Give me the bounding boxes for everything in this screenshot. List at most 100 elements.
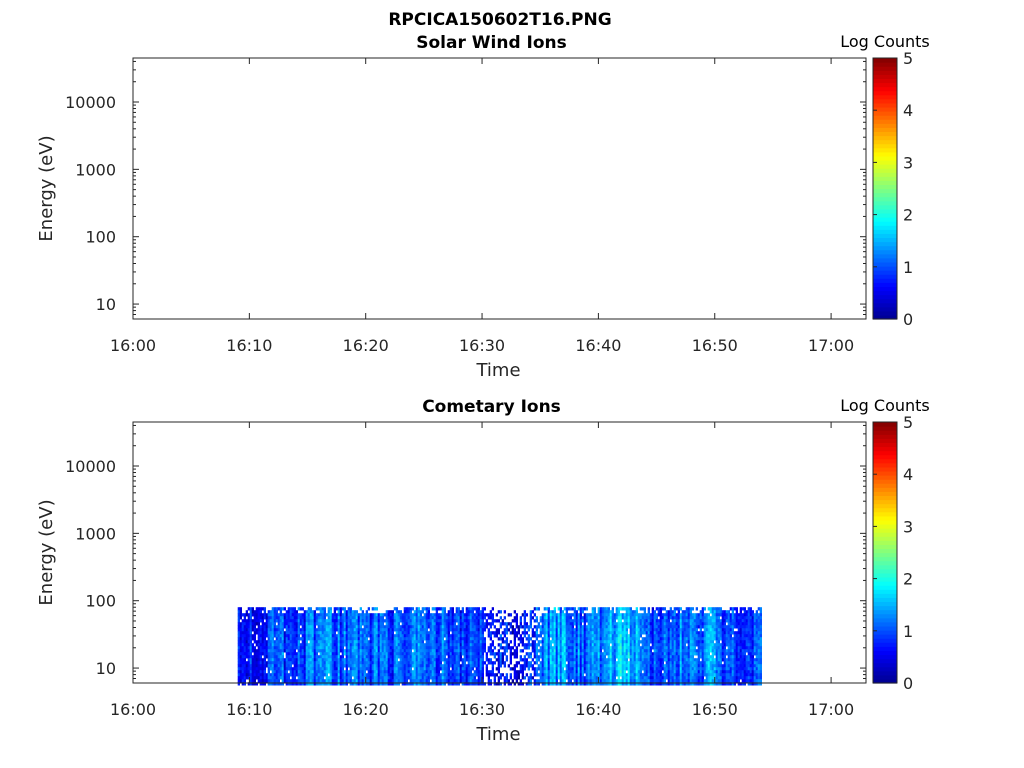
heatmap-cell — [429, 676, 432, 680]
heatmap-cell — [441, 628, 444, 632]
heatmap-cell — [369, 676, 372, 680]
heatmap-cell — [563, 622, 566, 626]
heatmap-cell — [417, 676, 420, 680]
heatmap-cell — [575, 682, 578, 686]
heatmap-cell — [411, 622, 414, 626]
heatmap-cell — [457, 664, 460, 668]
heatmap-cell — [371, 607, 374, 611]
heatmap-cell — [393, 658, 396, 662]
heatmap-cell — [407, 637, 410, 641]
heatmap-cell — [541, 676, 544, 680]
heatmap-cell — [443, 607, 446, 611]
heatmap-cell — [641, 676, 644, 680]
heatmap-cell — [441, 676, 444, 680]
heatmap-cell — [607, 622, 610, 626]
heatmap-cell — [279, 613, 282, 617]
heatmap-cell — [463, 625, 466, 629]
heatmap-cell — [549, 676, 552, 680]
heatmap-cell — [269, 664, 272, 668]
heatmap-cell — [251, 643, 254, 647]
heatmap-cell — [507, 646, 510, 650]
heatmap-cell — [389, 640, 392, 644]
heatmap-cell — [593, 682, 596, 686]
heatmap-cell — [629, 661, 632, 665]
heatmap-cell — [579, 652, 582, 656]
heatmap-cell — [465, 649, 468, 653]
heatmap-cell — [359, 643, 362, 647]
heatmap-cell — [481, 643, 484, 647]
heatmap-cell — [289, 664, 292, 668]
heatmap-cell — [393, 667, 396, 671]
heatmap-cell — [445, 664, 448, 668]
heatmap-cell — [641, 658, 644, 662]
heatmap-cell — [579, 616, 582, 620]
heatmap-cell — [311, 652, 314, 656]
heatmap-cell — [369, 646, 372, 650]
heatmap-cell — [253, 658, 256, 662]
heatmap-cell — [327, 643, 330, 647]
heatmap-cell — [381, 634, 384, 638]
heatmap-cell — [575, 616, 578, 620]
heatmap-cell — [305, 658, 308, 662]
heatmap-cell — [527, 652, 530, 656]
heatmap-cell — [585, 655, 588, 659]
heatmap-cell — [415, 652, 418, 656]
heatmap-cell — [243, 646, 246, 650]
heatmap-cell — [263, 664, 266, 668]
heatmap-cell — [533, 640, 536, 644]
heatmap-cell — [417, 616, 420, 620]
heatmap-cell — [395, 637, 398, 641]
heatmap-cell — [625, 616, 628, 620]
heatmap-cell — [247, 613, 250, 617]
heatmap-cell — [411, 652, 414, 656]
heatmap-cell — [617, 649, 620, 653]
heatmap-cell — [241, 661, 244, 665]
heatmap-cell — [397, 673, 400, 677]
heatmap-cell — [275, 616, 278, 620]
heatmap-cell — [637, 667, 640, 671]
heatmap-cell — [289, 673, 292, 677]
heatmap-cell — [329, 622, 332, 626]
heatmap-cell — [567, 631, 570, 635]
heatmap-cell — [613, 643, 616, 647]
heatmap-cell — [293, 631, 296, 635]
heatmap-cell — [563, 661, 566, 665]
heatmap-cell — [637, 637, 640, 641]
heatmap-cell — [345, 610, 348, 614]
heatmap-cell — [407, 622, 410, 626]
heatmap-cell — [499, 658, 502, 662]
heatmap-cell — [259, 625, 262, 629]
heatmap-cell — [299, 646, 302, 650]
heatmap-cell — [429, 637, 432, 641]
heatmap-cell — [319, 610, 322, 614]
heatmap-cell — [619, 646, 622, 650]
heatmap-cell — [239, 616, 242, 620]
heatmap-cell — [537, 682, 540, 686]
heatmap-cell — [359, 622, 362, 626]
heatmap-cell — [379, 649, 382, 653]
heatmap-cell — [243, 679, 246, 683]
heatmap-cell — [337, 637, 340, 641]
heatmap-cell — [307, 667, 310, 671]
heatmap-cell — [257, 619, 260, 623]
heatmap-cell — [357, 652, 360, 656]
heatmap-cell — [383, 649, 386, 653]
heatmap-cell — [563, 676, 566, 680]
heatmap-cell — [287, 658, 290, 662]
heatmap-cell — [465, 646, 468, 650]
heatmap-cell — [611, 613, 614, 617]
heatmap-cell — [447, 631, 450, 635]
heatmap-cell — [425, 616, 428, 620]
heatmap-cell — [303, 661, 306, 665]
heatmap-cell — [341, 646, 344, 650]
heatmap-cell — [569, 643, 572, 647]
heatmap-cell — [457, 658, 460, 662]
heatmap-cell — [365, 673, 368, 677]
heatmap-cell — [457, 616, 460, 620]
heatmap-cell — [259, 610, 262, 614]
heatmap-cell — [281, 634, 284, 638]
heatmap-cell — [375, 670, 378, 674]
heatmap-cell — [343, 640, 346, 644]
heatmap-cell — [549, 610, 552, 614]
heatmap-cell — [495, 631, 498, 635]
